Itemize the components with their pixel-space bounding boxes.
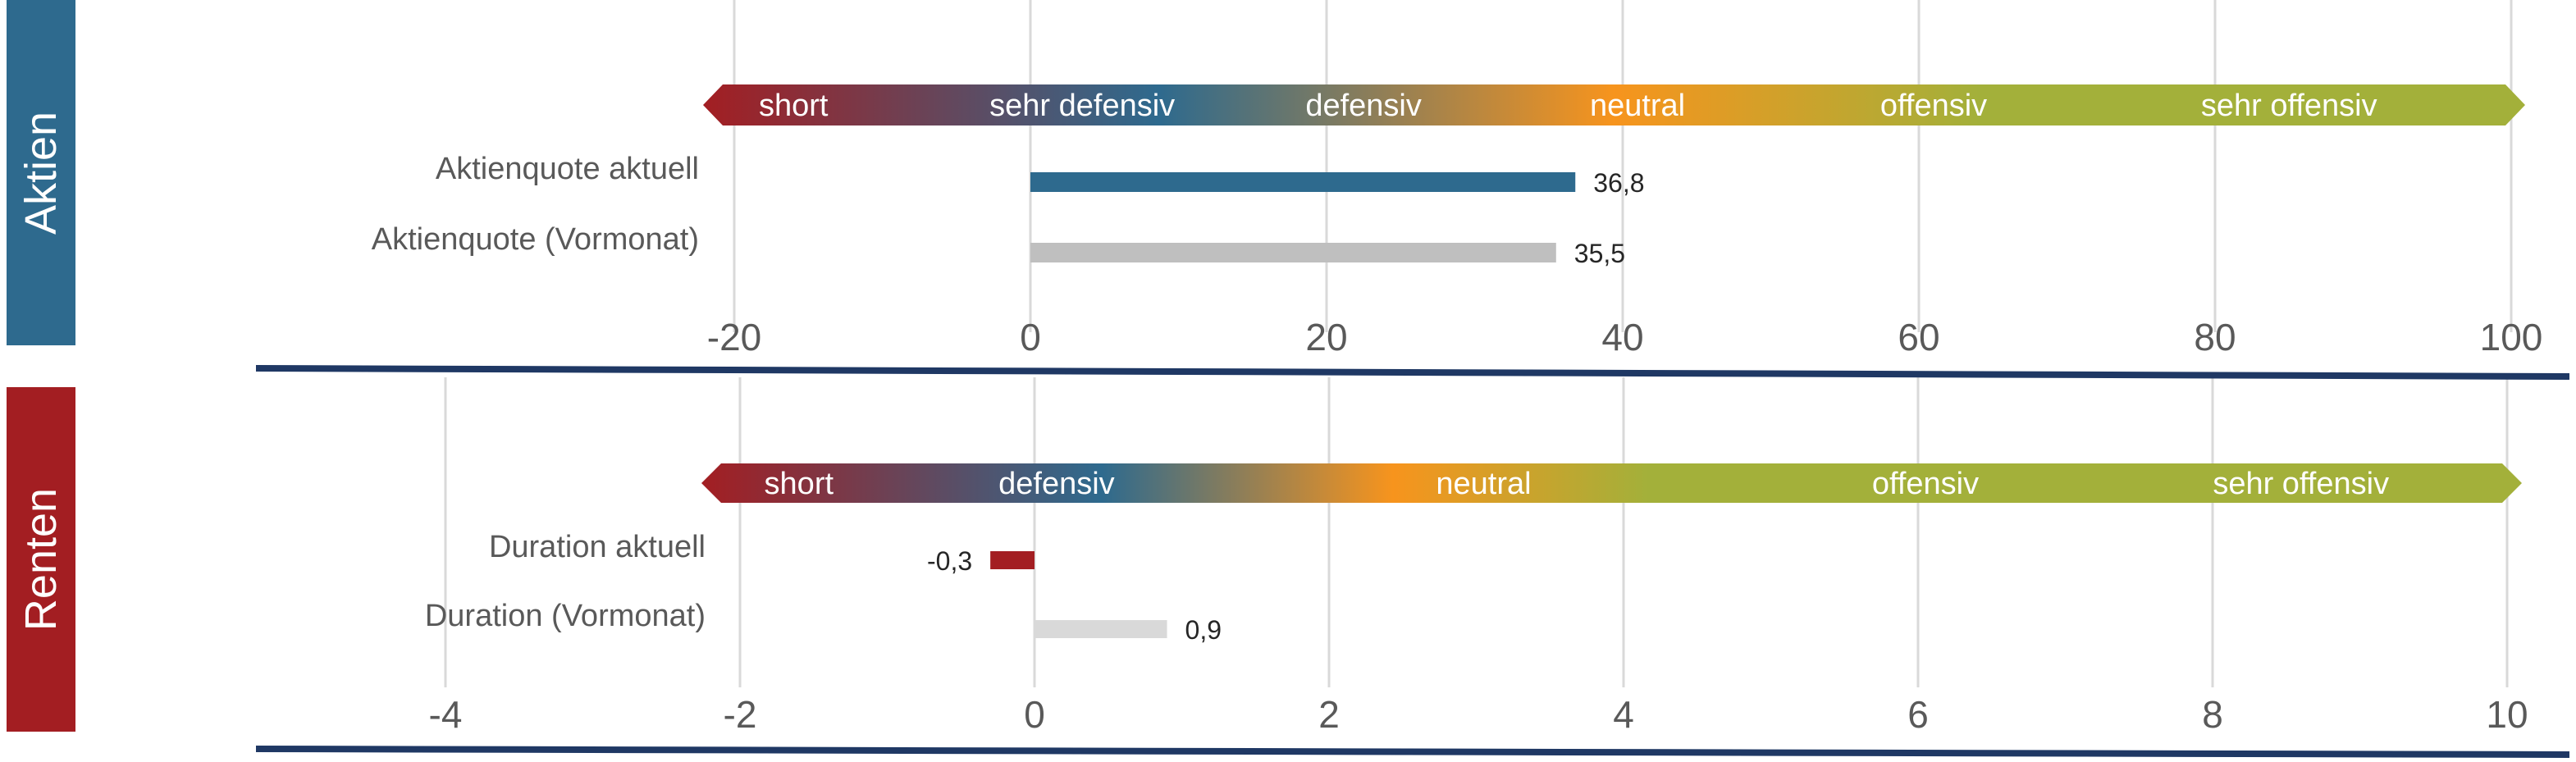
data-label: 0,9 <box>1185 615 1222 645</box>
scale-band-label: sehr offensiv <box>2201 89 2377 123</box>
data-label: 36,8 <box>1593 168 1644 198</box>
x-tick-label: 10 <box>2486 693 2528 736</box>
category-label: Duration aktuell <box>489 530 706 564</box>
x-tick-label: -4 <box>429 693 463 736</box>
scale-band-label: offensiv <box>1872 467 1979 501</box>
x-tick-label: 80 <box>2194 316 2236 358</box>
x-tick-label: 0 <box>1024 693 1045 736</box>
category-label: Aktienquote (Vormonat) <box>372 222 699 257</box>
scale-band-label: defensiv <box>1305 89 1422 123</box>
x-tick-label: 100 <box>2480 316 2543 358</box>
scale-band <box>701 463 2522 503</box>
bar <box>1035 620 1167 638</box>
category-label: Duration (Vormonat) <box>425 599 706 633</box>
bar <box>1030 172 1576 192</box>
x-tick-label: 40 <box>1601 316 1643 358</box>
bar <box>1030 243 1556 262</box>
scale-band-label: offensiv <box>1880 89 1987 123</box>
scale-band-label: neutral <box>1590 89 1685 123</box>
x-tick-label: 8 <box>2202 693 2223 736</box>
x-tick-label: -20 <box>707 316 761 358</box>
x-tick-label: 6 <box>1907 693 1929 736</box>
x-tick-label: 60 <box>1898 316 1939 358</box>
panel-tab-renten: Renten <box>7 387 75 732</box>
panel-tab-aktien: Aktien <box>7 0 75 345</box>
x-tick-label: 4 <box>1613 693 1634 736</box>
scale-band-label: sehr offensiv <box>2213 467 2389 501</box>
scale-band-label: defensiv <box>998 467 1115 501</box>
scale-band-label: sehr defensiv <box>989 89 1175 123</box>
x-tick-label: 0 <box>1020 316 1041 358</box>
data-label: -0,3 <box>927 546 972 576</box>
scale-band-label: short <box>759 89 829 123</box>
scale-band-label: neutral <box>1436 467 1531 501</box>
bar <box>990 551 1035 569</box>
scale-band-label: short <box>765 467 834 501</box>
x-tick-label: -2 <box>724 693 757 736</box>
scale-band <box>703 84 2525 125</box>
panel-divider-line <box>255 365 2570 380</box>
category-label: Aktienquote aktuell <box>436 152 699 186</box>
data-label: 35,5 <box>1574 239 1625 268</box>
panel-bottom-line <box>255 746 2570 758</box>
x-tick-label: 20 <box>1305 316 1347 358</box>
x-tick-label: 2 <box>1318 693 1340 736</box>
